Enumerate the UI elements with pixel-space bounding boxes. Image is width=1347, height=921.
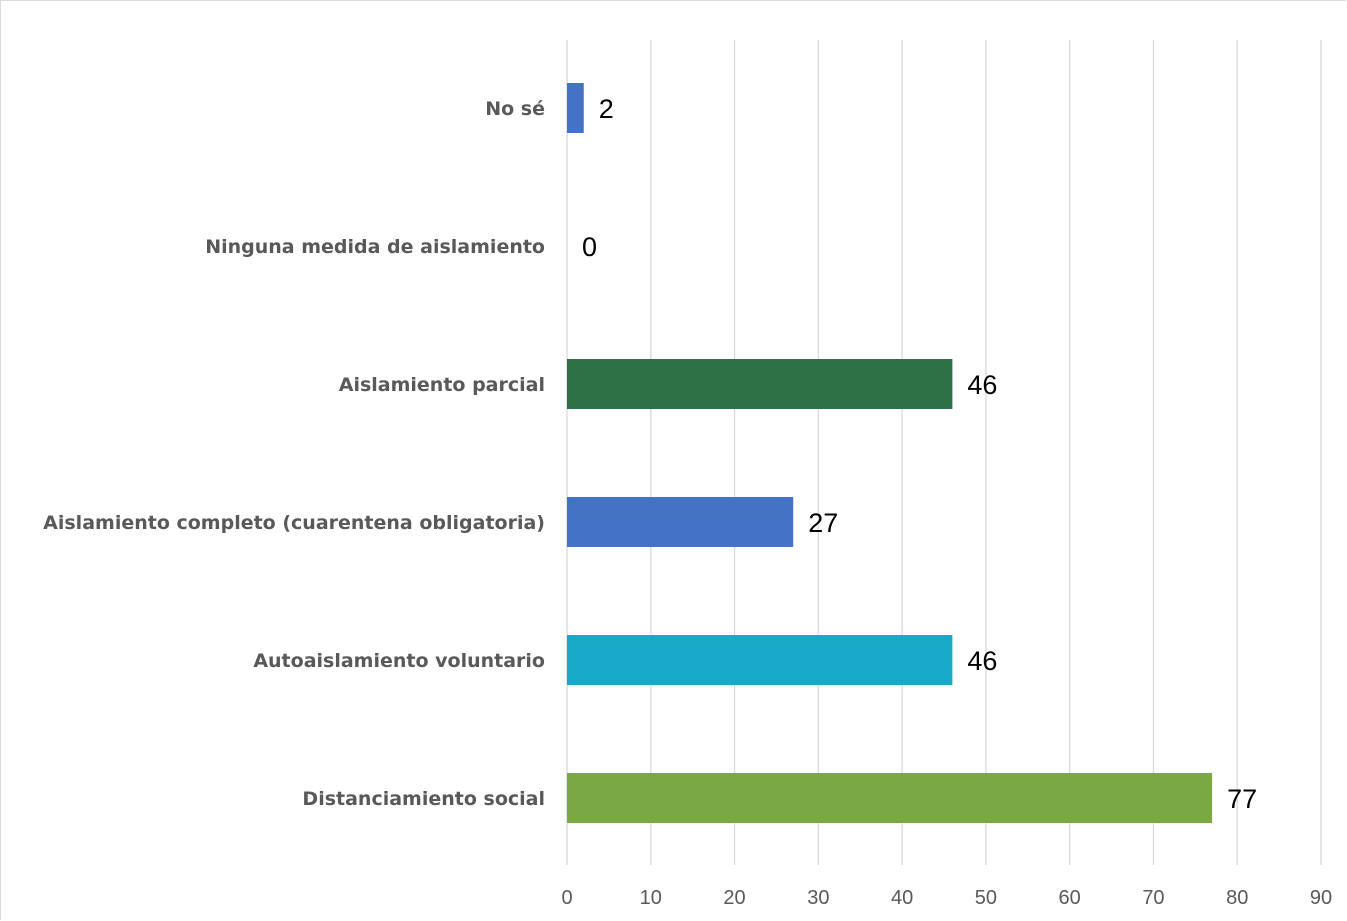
bar [567, 359, 953, 409]
bar [567, 635, 953, 685]
data-label: 77 [1227, 784, 1257, 814]
x-tick-label: 40 [891, 887, 913, 909]
bar [567, 497, 794, 547]
value-labels: 2 0 46 27 46 77 [582, 94, 1257, 814]
category-label: No sé [485, 98, 545, 120]
x-tick-label: 70 [1142, 887, 1164, 909]
category-label: Distanciamiento social [302, 788, 545, 810]
x-tick-label: 30 [807, 887, 829, 909]
x-tick-label: 10 [640, 887, 662, 909]
data-label: 46 [967, 646, 997, 676]
data-label: 46 [967, 370, 997, 400]
x-axis-tick-labels: 0 10 20 30 40 50 60 70 80 90 [561, 887, 1332, 909]
x-tick-label: 50 [975, 887, 997, 909]
gridlines [566, 40, 1322, 865]
category-labels: No sé Ninguna medida de aislamiento Aislam… [43, 98, 545, 810]
category-label: Ninguna medida de aislamiento [205, 236, 545, 258]
data-label: 2 [599, 94, 614, 124]
data-label: 27 [808, 508, 838, 538]
x-tick-label: 80 [1226, 887, 1248, 909]
category-label: Autoaislamiento voluntario [253, 650, 545, 672]
x-tick-label: 90 [1310, 887, 1332, 909]
x-tick-label: 0 [561, 887, 572, 909]
bars [567, 83, 1213, 823]
category-label: Aislamiento completo (cuarentena obligat… [43, 512, 545, 534]
x-tick-label: 60 [1059, 887, 1081, 909]
data-label: 0 [582, 232, 597, 262]
bar [567, 83, 584, 133]
category-label: Aislamiento parcial [339, 374, 545, 396]
bar [567, 773, 1213, 823]
x-tick-label: 20 [723, 887, 745, 909]
